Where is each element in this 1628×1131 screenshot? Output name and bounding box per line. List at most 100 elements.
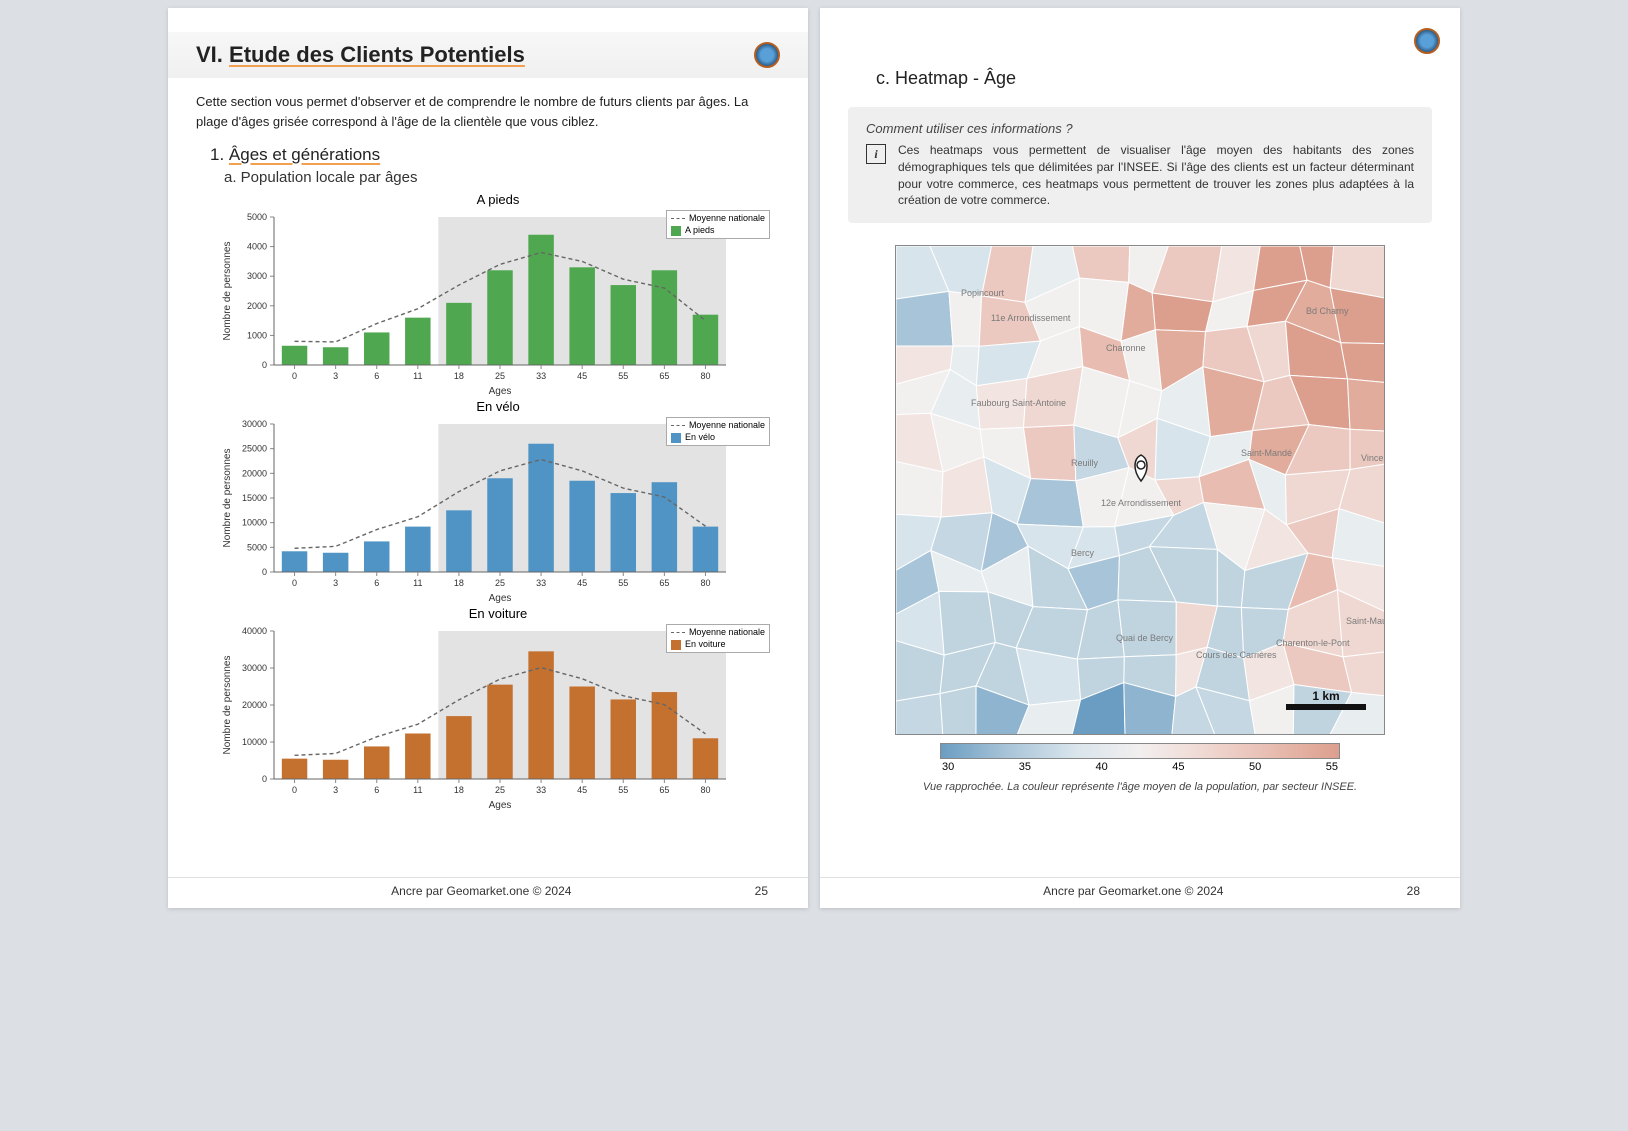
svg-text:1 km: 1 km [1312,689,1339,703]
svg-text:Popincourt: Popincourt [961,288,1005,298]
colorbar-ticks: 303540455055 [940,761,1340,773]
svg-text:45: 45 [577,578,587,588]
page-footer: Ancre par Geomarket.one © 2024 25 [168,877,808,898]
svg-text:1000: 1000 [247,330,267,340]
svg-text:3: 3 [333,578,338,588]
svg-text:0: 0 [262,567,267,577]
svg-text:11: 11 [413,578,422,588]
svg-text:Nombre de personnes: Nombre de personnes [222,449,233,548]
svg-text:Quai de Bercy: Quai de Bercy [1116,633,1174,643]
footer-text: Ancre par Geomarket.one © 2024 [860,884,1407,898]
svg-text:45: 45 [577,785,587,795]
heatmap-container: Popincourt 11e Arrondissement Charonne Bd C… [895,245,1385,793]
svg-text:11: 11 [413,371,422,381]
page-right: c. Heatmap - Âge Comment utiliser ces in… [820,8,1460,908]
svg-text:6: 6 [374,785,379,795]
svg-text:0: 0 [292,785,297,795]
svg-text:11e Arrondissement: 11e Arrondissement [991,313,1071,323]
svg-text:Ages: Ages [489,800,512,811]
svg-text:65: 65 [659,578,669,588]
svg-text:33: 33 [536,371,546,381]
svg-text:33: 33 [536,785,546,795]
svg-text:30000: 30000 [242,663,267,673]
svg-text:Charenton-le-Pont: Charenton-le-Pont [1276,638,1350,648]
svg-text:10000: 10000 [242,737,267,747]
svg-text:Nombre de personnes: Nombre de personnes [222,656,233,755]
svg-text:Reuilly: Reuilly [1071,458,1099,468]
svg-text:0: 0 [292,371,297,381]
chart-legend: Moyenne nationale En vélo [666,417,770,446]
svg-text:25000: 25000 [242,444,267,454]
page-number: 25 [755,884,768,898]
svg-text:5000: 5000 [247,212,267,222]
svg-text:10000: 10000 [242,518,267,528]
chart-en-vélo: En vélo 0 5000 10000 15000 20000 25000 30000 0 3 6… [216,399,780,604]
svg-text:80: 80 [700,785,710,795]
svg-text:25: 25 [495,578,505,588]
subsection-c-title: c. Heatmap - Âge [876,68,1432,89]
svg-text:Nombre de personnes: Nombre de personnes [222,242,233,341]
chart-title: En vélo [216,399,780,414]
svg-text:80: 80 [700,578,710,588]
svg-text:Charonne: Charonne [1106,343,1146,353]
svg-text:Saint-Maurice: Saint-Maurice [1346,616,1385,626]
subsection-1-title: 1. Âges et générations [210,145,780,165]
heatmap-svg: Popincourt 11e Arrondissement Charonne Bd C… [895,245,1385,735]
chart-title: A pieds [216,192,780,207]
svg-text:30000: 30000 [242,419,267,429]
colorbar: 303540455055 [940,743,1340,773]
svg-text:45: 45 [577,371,587,381]
brand-logo-icon [754,42,780,68]
svg-text:4000: 4000 [247,242,267,252]
svg-text:18: 18 [454,785,464,795]
svg-text:25: 25 [495,371,505,381]
section-title: VI. Etude des Clients Potentiels [196,42,525,68]
svg-text:0: 0 [262,774,267,784]
svg-text:Ages: Ages [489,386,512,397]
footer-text: Ancre par Geomarket.one © 2024 [208,884,755,898]
svg-text:0: 0 [292,578,297,588]
svg-text:Bd Charny: Bd Charny [1306,306,1349,316]
chart-a-pieds: A pieds010002000300040005000036111825334… [216,192,780,397]
colorbar-gradient [940,743,1340,759]
svg-text:65: 65 [659,371,669,381]
svg-text:Faubourg Saint-Antoine: Faubourg Saint-Antoine [971,398,1066,408]
svg-text:40000: 40000 [242,626,267,636]
svg-text:20000: 20000 [242,468,267,478]
chart-legend: Moyenne nationale En voiture [666,624,770,653]
svg-text:6: 6 [374,578,379,588]
svg-text:Cours des Carrières: Cours des Carrières [1196,650,1277,660]
page-number: 28 [1407,884,1420,898]
svg-text:Ages: Ages [489,593,512,604]
svg-text:0: 0 [262,360,267,370]
svg-text:65: 65 [659,785,669,795]
svg-text:33: 33 [536,578,546,588]
svg-text:2000: 2000 [247,301,267,311]
subsection-1a-title: a. Population locale par âges [224,169,780,186]
svg-text:55: 55 [618,785,628,795]
section-intro: Cette section vous permet d'observer et … [196,92,780,131]
info-title: Comment utiliser ces informations ? [866,121,1414,136]
svg-text:3: 3 [333,785,338,795]
svg-text:80: 80 [700,371,710,381]
svg-text:3: 3 [333,371,338,381]
svg-text:Vincennes: Vincennes [1361,453,1385,463]
brand-logo-icon [1414,28,1440,54]
svg-text:25: 25 [495,785,505,795]
svg-text:12e Arrondissement: 12e Arrondissement [1101,498,1182,508]
svg-text:Bercy: Bercy [1071,548,1095,558]
svg-text:18: 18 [454,371,464,381]
svg-text:20000: 20000 [242,700,267,710]
svg-text:15000: 15000 [242,493,267,503]
section-header: VI. Etude des Clients Potentiels [168,32,808,78]
svg-text:3000: 3000 [247,271,267,281]
info-icon: i [866,144,886,164]
page-footer: Ancre par Geomarket.one © 2024 28 [820,877,1460,898]
chart-en-voiture: En voiture010000200003000040000036111825… [216,606,780,811]
info-text: Ces heatmaps vous permettent de visualis… [898,142,1414,209]
chart-legend: Moyenne nationale A pieds [666,210,770,239]
svg-text:55: 55 [618,371,628,381]
svg-text:11: 11 [413,785,422,795]
page-left: VI. Etude des Clients Potentiels Cette s… [168,8,808,908]
svg-text:5000: 5000 [247,542,267,552]
